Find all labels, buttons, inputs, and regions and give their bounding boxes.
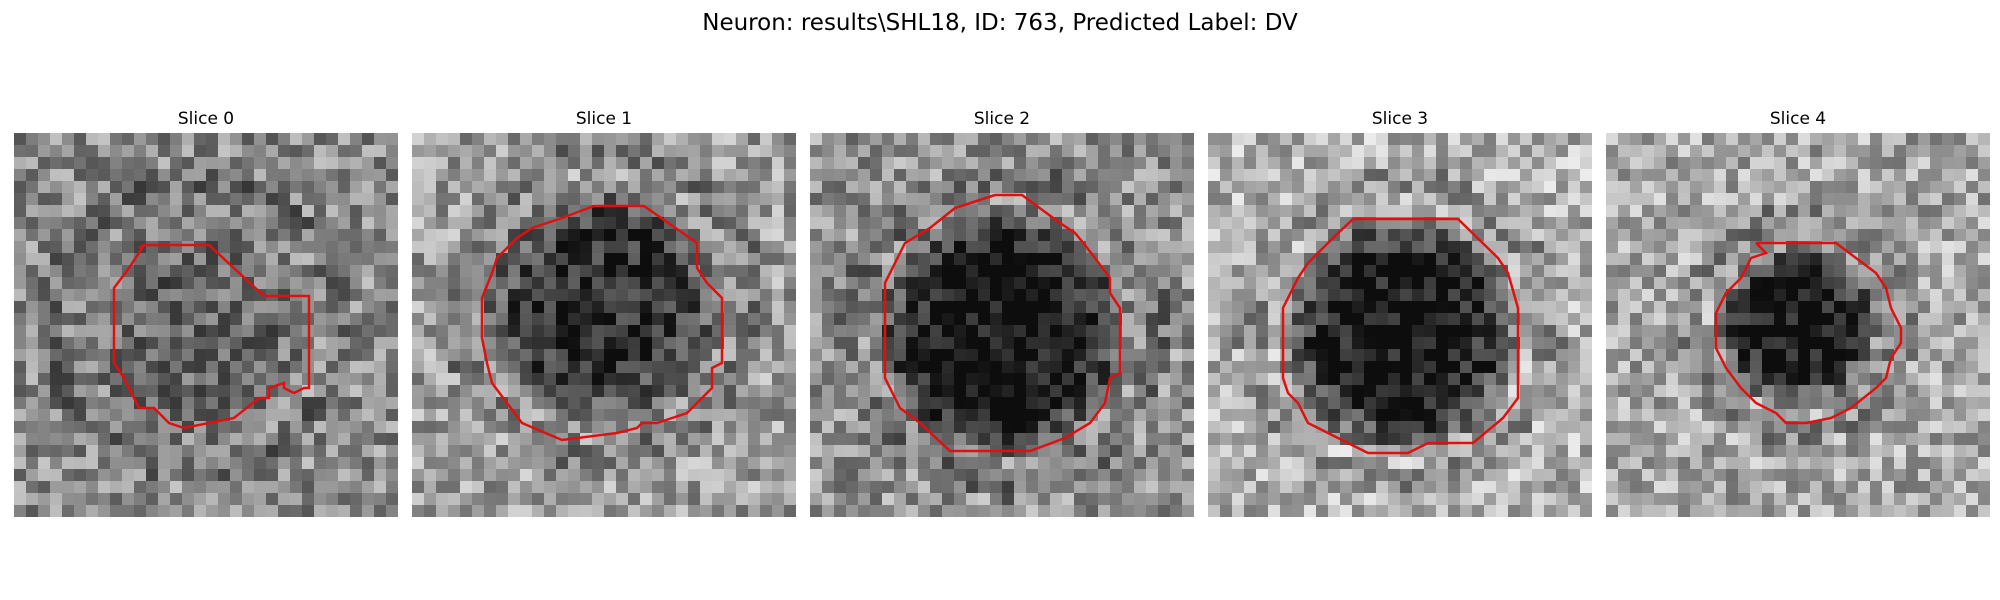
slice-4-title: Slice 4 (1769, 109, 1827, 129)
slice-3-title: Slice 3 (1371, 109, 1429, 129)
slice-1-title: Slice 1 (575, 109, 633, 129)
slice-4-pixels (1606, 133, 1990, 517)
slice-1-contour (480, 204, 724, 442)
slice-2-pixels (810, 133, 1194, 517)
slice-3-contour (1281, 217, 1520, 455)
slice-2-image (810, 133, 1194, 517)
slice-3-image (1208, 133, 1592, 517)
figure-title: Neuron: results\SHL18, ID: 763, Predicte… (702, 10, 1298, 36)
slice-0-contour (112, 243, 311, 430)
slice-0-title: Slice 0 (177, 109, 235, 129)
slice-4-contour (1714, 241, 1903, 425)
slice-1-image (412, 133, 796, 517)
slice-0-image (14, 133, 398, 517)
slice-2-contour (883, 193, 1122, 453)
slice-0-pixels (14, 133, 398, 517)
slice-2-title: Slice 2 (973, 109, 1031, 129)
slice-4-image (1606, 133, 1990, 517)
slice-1-pixels (412, 133, 796, 517)
